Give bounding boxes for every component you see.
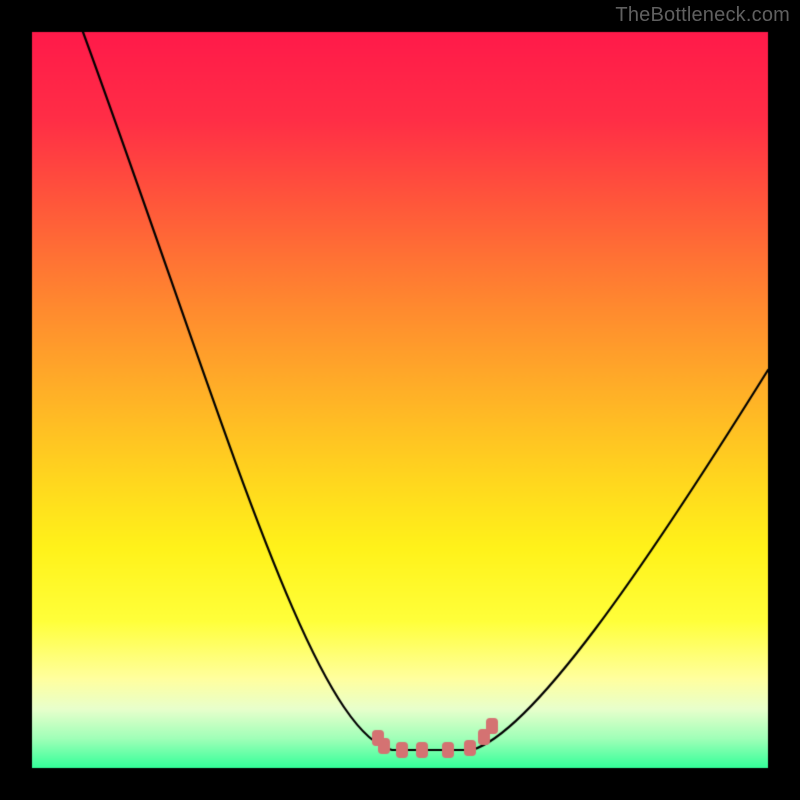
chart-container: TheBottleneck.com xyxy=(0,0,800,800)
bottleneck-chart-canvas xyxy=(0,0,800,800)
